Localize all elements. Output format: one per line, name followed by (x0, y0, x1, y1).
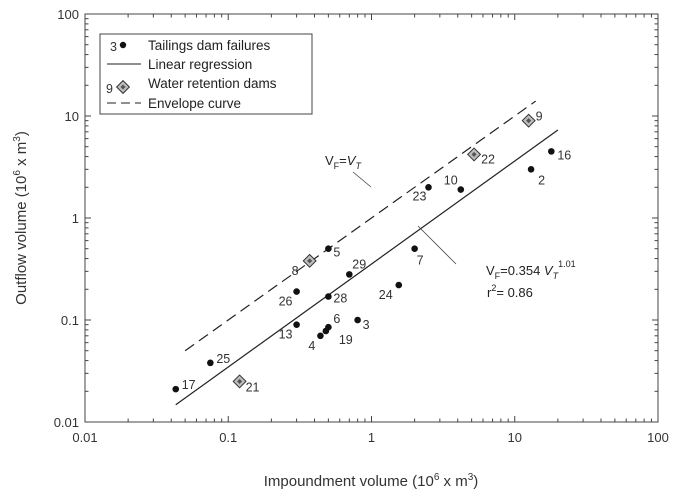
tailings-point-26 (293, 288, 300, 295)
tailings-point-29 (346, 271, 353, 278)
y-tick-label: 100 (57, 7, 79, 22)
point-label-2: 2 (538, 173, 545, 187)
point-label-7: 7 (417, 254, 424, 268)
x-tick-label: 0.1 (219, 430, 237, 445)
water-point-8 (303, 254, 316, 267)
point-label-25: 25 (216, 352, 230, 366)
point-label-21: 21 (246, 380, 260, 394)
legend-regression-label: Linear regression (148, 57, 252, 72)
point-label-5: 5 (333, 246, 340, 260)
point-label-28: 28 (333, 291, 347, 305)
envelope-equation: VF=VT (325, 153, 362, 171)
legend-tailings-label: Tailings dam failures (148, 38, 271, 53)
y-tick-label: 0.1 (61, 313, 79, 328)
tailings-point-7 (411, 245, 418, 252)
point-label-10: 10 (444, 174, 458, 188)
water-point-21 (233, 375, 246, 388)
water-point-9 (522, 114, 535, 127)
data-points: 17 25 13 26 4 19 6 28 5 29 3 24 7 23 10 2 16 21 8 22 9 (172, 110, 571, 395)
y-axis-title: Outflow volume (106 x m3) (12, 131, 30, 305)
legend-tailings-number: 3 (110, 40, 117, 54)
tailings-point-4 (317, 333, 324, 340)
tailings-point-2 (528, 166, 535, 173)
tailings-point-17 (172, 386, 179, 393)
point-label-8: 8 (292, 264, 299, 278)
tailings-point-25 (207, 360, 214, 367)
tailings-point-5 (325, 245, 332, 252)
legend-tailings-marker (120, 42, 126, 48)
x-tick-label: 100 (647, 430, 669, 445)
tailings-point-6 (325, 324, 332, 331)
point-label-16: 16 (557, 148, 571, 162)
x-tick-label: 10 (508, 430, 522, 445)
point-label-22: 22 (481, 152, 495, 166)
tailings-point-10 (457, 186, 464, 193)
legend-water-number: 9 (106, 82, 113, 96)
point-label-26: 26 (279, 295, 293, 309)
point-label-6: 6 (333, 312, 340, 326)
point-label-24: 24 (379, 288, 393, 302)
point-label-19: 19 (339, 333, 353, 347)
fit-lines (176, 101, 558, 405)
tailings-point-24 (395, 282, 402, 289)
water-point-22 (468, 148, 481, 161)
envelope-curve-line (185, 101, 536, 351)
point-label-29: 29 (352, 257, 366, 271)
y-tick-label: 10 (65, 109, 79, 124)
x-tick-label: 0.01 (72, 430, 97, 445)
regression-eq-leader (418, 226, 456, 264)
tailings-point-16 (548, 148, 555, 155)
x-axis-title: Impoundment volume (106 x m3) (264, 472, 479, 490)
tailings-point-28 (325, 293, 332, 300)
legend: 3 Tailings dam failures Linear regressio… (100, 34, 312, 114)
tailings-point-13 (293, 321, 300, 328)
envelope-eq-leader (353, 172, 371, 187)
tailings-point-3 (354, 317, 361, 324)
point-label-23: 23 (413, 189, 427, 203)
legend-water-label: Water retention dams (148, 76, 277, 91)
legend-envelope-label: Envelope curve (148, 96, 241, 111)
point-label-3: 3 (363, 318, 370, 332)
regression-equation: VF=0.354 VT1.01 (486, 259, 576, 281)
y-tick-label: 1 (72, 211, 79, 226)
point-label-4: 4 (308, 339, 315, 353)
y-tick-label: 0.01 (54, 415, 79, 430)
point-label-9: 9 (536, 110, 543, 124)
x-tick-label: 1 (368, 430, 375, 445)
point-label-13: 13 (279, 328, 293, 342)
r-squared: r2= 0.86 (487, 283, 533, 300)
point-label-17: 17 (182, 378, 196, 392)
